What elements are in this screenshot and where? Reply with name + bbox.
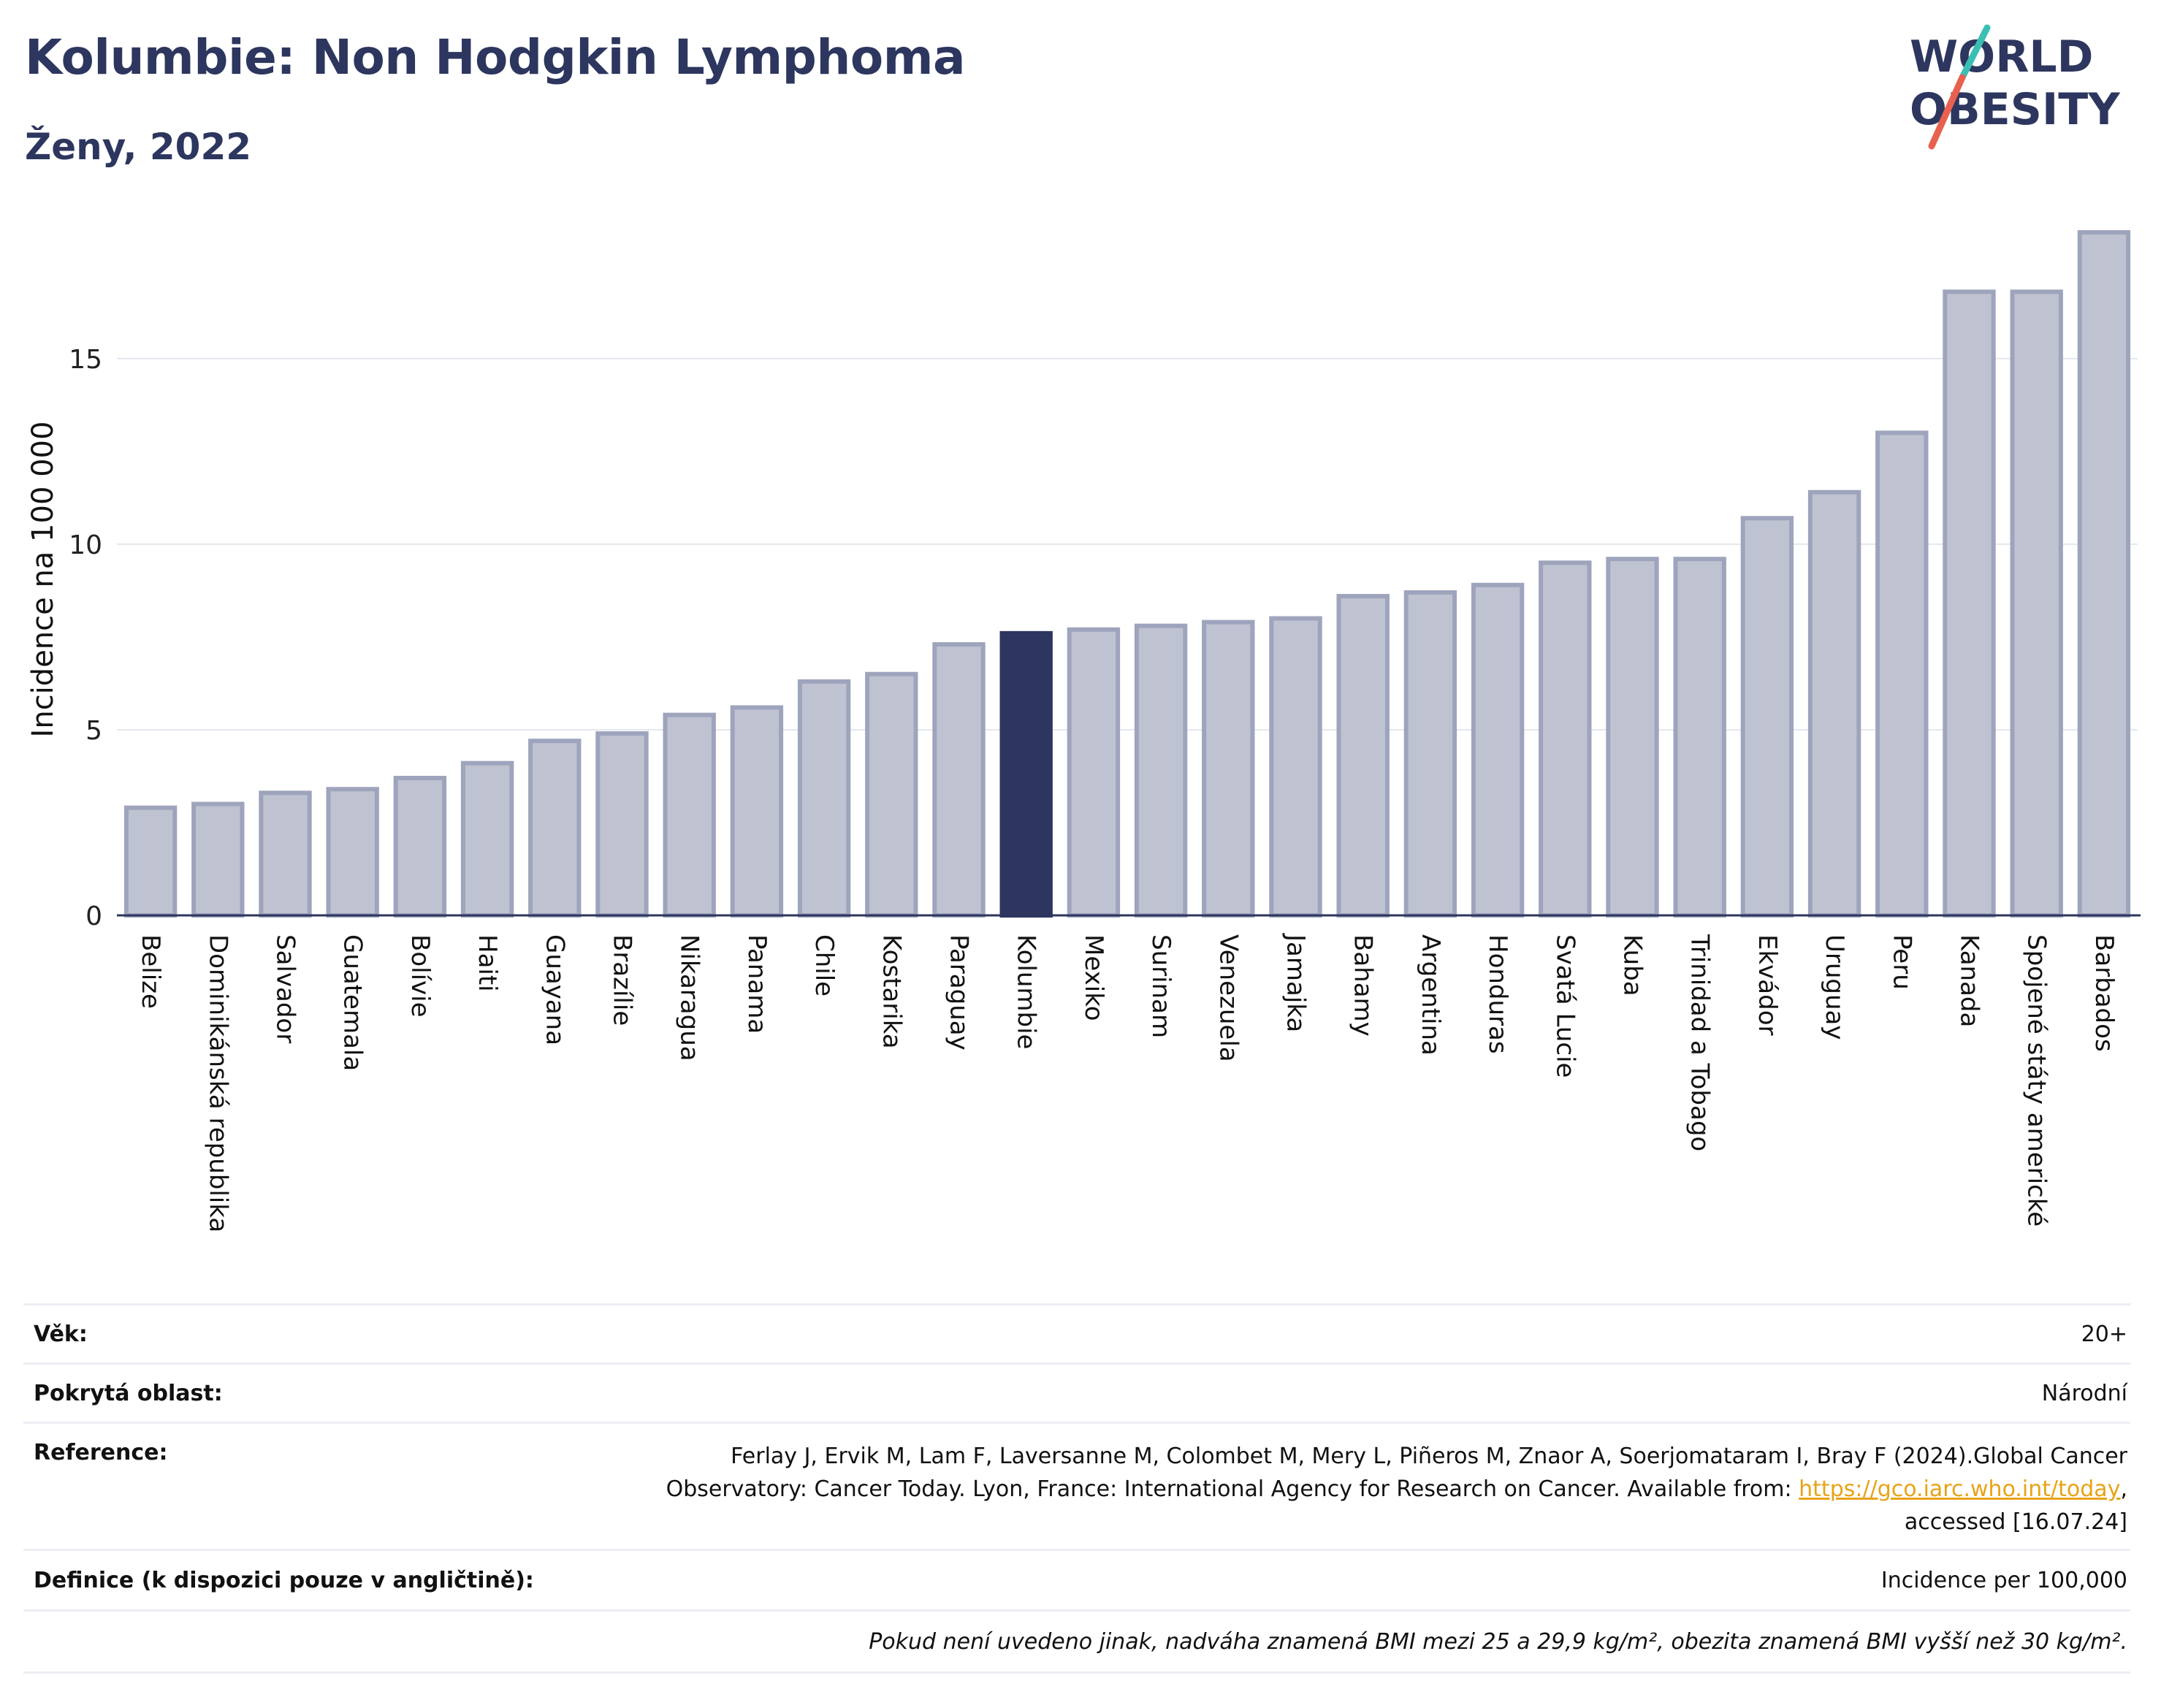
y-axis-label: Incidence na 100 000 xyxy=(26,422,60,738)
y-tick-label: 10 xyxy=(69,530,102,560)
info-row-note: Pokud není uvedeno jinak, nadváha znamen… xyxy=(23,1609,2130,1674)
reference-link[interactable]: https://gco.iarc.who.int/today xyxy=(1799,1476,2121,1502)
x-tick-label: Bolívie xyxy=(405,934,435,1018)
reference-line2-suffix: , xyxy=(2120,1476,2127,1502)
reference-line1: Ferlay J, Ervik M, Lam F, Laversanne M, … xyxy=(731,1444,2127,1469)
reference-line2-prefix: Observatory: Cancer Today. Lyon, France:… xyxy=(666,1476,1792,1502)
x-tick-label: Trinidad a Tobago xyxy=(1685,934,1715,1151)
bar-dominikánská-republika xyxy=(191,801,245,918)
world-obesity-logo: WORLD OBESITY xyxy=(1910,24,2121,150)
x-tick-label: Honduras xyxy=(1483,934,1512,1054)
bar-argentina xyxy=(1403,590,1457,918)
x-tick-label: Ekvádor xyxy=(1753,934,1782,1036)
y-tick-label: 15 xyxy=(69,345,102,375)
age-label: Věk: xyxy=(34,1321,88,1347)
x-tick-label: Svatá Lucie xyxy=(1550,934,1579,1078)
info-row-reference: Reference: Ferlay J, Ervik M, Lam F, Lav… xyxy=(23,1422,2130,1549)
chart-title: Kolumbie: Non Hodgkin Lymphoma xyxy=(25,29,966,85)
bar-bolívie xyxy=(393,776,447,918)
definition-label: Definice (k dispozici pouze v angličtině… xyxy=(34,1567,534,1593)
x-tick-labels: Belize Dominikánská republika Salvador Guat… xyxy=(136,933,2119,1232)
bar-nikaragua xyxy=(663,712,716,918)
info-table: Věk: 20+ Pokrytá oblast: Národní Referen… xyxy=(23,1303,2130,1674)
bar-ekvádor xyxy=(1740,516,1794,918)
bar-kostarika xyxy=(865,671,918,918)
y-tick-label: 5 xyxy=(85,716,102,746)
grid-lines xyxy=(117,357,2138,731)
x-tick-label: Kuba xyxy=(1618,934,1647,996)
bar-salvador xyxy=(259,790,312,918)
logo-slash-teal-icon xyxy=(1959,24,1991,81)
bmi-note: Pokud není uvedeno jinak, nadváha znamen… xyxy=(869,1628,2127,1655)
bar-kolumbie xyxy=(999,630,1053,918)
x-tick-label: Uruguay xyxy=(1820,934,1849,1040)
x-tick-label: Salvador xyxy=(271,934,300,1043)
bar-kuba xyxy=(1606,557,1659,918)
x-tick-label: Paraguay xyxy=(945,934,974,1051)
x-tick-label: Jamajka xyxy=(1281,933,1311,1032)
bar-honduras xyxy=(1471,582,1525,918)
y-tick-labels: 0 5 10 15 xyxy=(69,345,102,931)
x-tick-label: Belize xyxy=(136,934,165,1009)
bar-guatemala xyxy=(326,787,379,918)
info-row-definition: Definice (k dispozici pouze v angličtině… xyxy=(23,1549,2130,1609)
x-tick-label: Venezuela xyxy=(1213,934,1243,1062)
bar-panama xyxy=(730,705,784,918)
bar-chart: 0 5 10 15 Belize Dominikánská republika Salva… xyxy=(26,230,2141,1232)
bar-belize xyxy=(123,805,178,918)
x-tick-label: Spojené státy americké xyxy=(2022,934,2051,1227)
x-tick-label: Panama xyxy=(742,934,771,1034)
x-tick-label: Peru xyxy=(1887,934,1916,990)
bar-bahamy xyxy=(1336,594,1390,918)
bar-guayana xyxy=(528,739,582,918)
reference-label: Reference: xyxy=(34,1440,168,1465)
x-tick-label: Argentina xyxy=(1416,934,1445,1056)
x-tick-label: Barbados xyxy=(2089,934,2119,1052)
info-row-age: Věk: 20+ xyxy=(23,1303,2130,1362)
x-tick-label: Kanada xyxy=(1955,934,1984,1027)
bar-paraguay xyxy=(932,642,986,918)
bar-spojené-státy-americké xyxy=(2010,289,2063,918)
bar-barbados xyxy=(2077,230,2131,918)
bars xyxy=(123,230,2131,918)
x-tick-label: Brazílie xyxy=(608,934,637,1026)
x-tick-label: Guatemala xyxy=(338,934,367,1071)
y-tick-label: 0 xyxy=(85,901,102,931)
area-value: Národní xyxy=(2041,1380,2127,1406)
x-tick-label: Surinam xyxy=(1146,934,1175,1038)
logo-line1: WORLD xyxy=(1910,31,2093,83)
x-tick-label: Kostarika xyxy=(877,934,906,1049)
x-tick-label: Dominikánská republika xyxy=(203,934,232,1232)
x-tick-label: Nikaragua xyxy=(675,934,704,1061)
x-tick-label: Chile xyxy=(809,934,839,996)
bar-uruguay xyxy=(1807,489,1861,918)
bar-surinam xyxy=(1134,623,1188,918)
x-tick-label: Guayana xyxy=(540,934,569,1045)
age-value: 20+ xyxy=(2081,1321,2127,1347)
bar-peru xyxy=(1875,430,1929,918)
definition-value: Incidence per 100,000 xyxy=(1880,1567,2127,1593)
x-tick-label: Haiti xyxy=(473,934,502,992)
bar-kanada xyxy=(1943,289,1996,918)
bar-haiti xyxy=(460,760,514,918)
bar-trinidad-a-tobago xyxy=(1673,557,1726,918)
reference-line3: accessed [16.07.24] xyxy=(1904,1509,2127,1535)
bar-jamajka xyxy=(1269,616,1322,918)
reference-value: Ferlay J, Ervik M, Lam F, Laversanne M, … xyxy=(666,1440,2130,1539)
bar-venezuela xyxy=(1202,619,1255,918)
x-tick-label: Bahamy xyxy=(1349,934,1378,1037)
bar-brazílie xyxy=(595,731,649,918)
bar-mexiko xyxy=(1067,627,1121,918)
info-row-area: Pokrytá oblast: Národní xyxy=(23,1362,2130,1422)
x-tick-label: Kolumbie xyxy=(1012,934,1041,1049)
chart-subtitle: Ženy, 2022 xyxy=(25,126,252,168)
bar-chile xyxy=(797,679,851,918)
bar-svatá-lucie xyxy=(1539,560,1592,918)
x-tick-label: Mexiko xyxy=(1079,934,1108,1021)
area-label: Pokrytá oblast: xyxy=(34,1380,223,1406)
logo-slash-red-icon xyxy=(1928,74,1966,150)
